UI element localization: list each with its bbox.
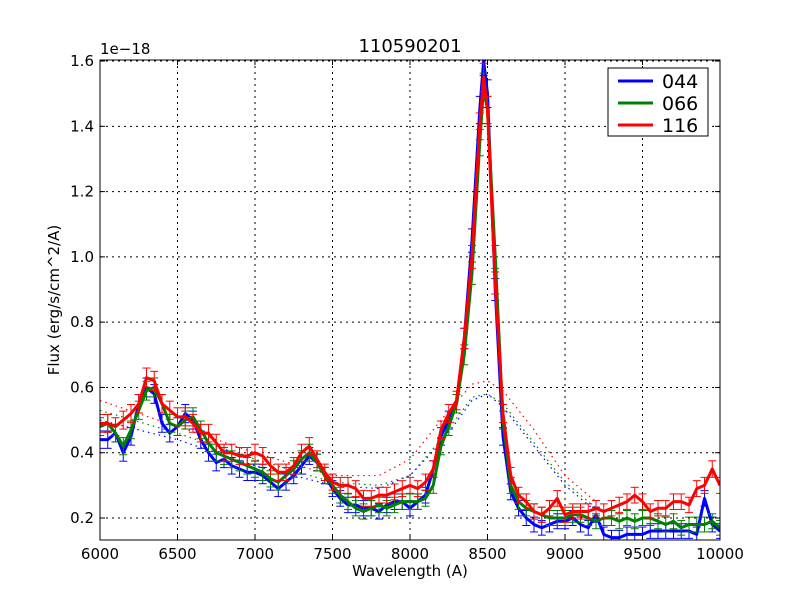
x-tick-label: 8000 [391,545,429,563]
axis-ticks: 6000 6500 7000 7500 8000 8500 9000 9500 10000 0.2… [70,52,744,563]
x-tick-label: 9000 [546,545,584,563]
legend-label-066: 066 [662,93,698,115]
y-tick-label: 0.8 [70,313,94,331]
x-tick-label: 9500 [623,545,661,563]
y-tick-label: 1.0 [70,248,94,266]
y-tick-label: 1.2 [70,183,94,201]
model-curve [100,380,597,503]
legend-label-044: 044 [662,71,698,93]
x-tick-label: 8500 [468,545,506,563]
y-offset-label: 1e−18 [100,40,150,58]
y-axis-title: Flux (erg/s/cm^2/A) [45,225,63,376]
x-tick-label: 6000 [81,545,119,563]
x-tick-label: 10000 [696,545,744,563]
model-curve [100,393,597,512]
series-line [100,85,720,530]
grid-lines [100,60,720,540]
y-tick-label: 1.4 [70,117,94,135]
y-tick-label: 0.4 [70,444,94,462]
plot-area [100,60,720,540]
x-axis-title: Wavelength (A) [352,562,468,580]
legend: 044 066 116 [607,67,709,137]
y-tick-label: 0.2 [70,509,94,527]
x-tick-label: 6500 [158,545,196,563]
series-line [100,75,720,517]
legend-label-116: 116 [662,115,698,137]
chart-title: 110590201 [358,36,461,57]
x-tick-label: 7500 [313,545,351,563]
y-tick-label: 0.6 [70,378,94,396]
series-116 [100,62,720,523]
y-tick-label: 1.6 [70,52,94,70]
series-line [100,60,720,540]
x-tick-label: 7000 [236,545,274,563]
